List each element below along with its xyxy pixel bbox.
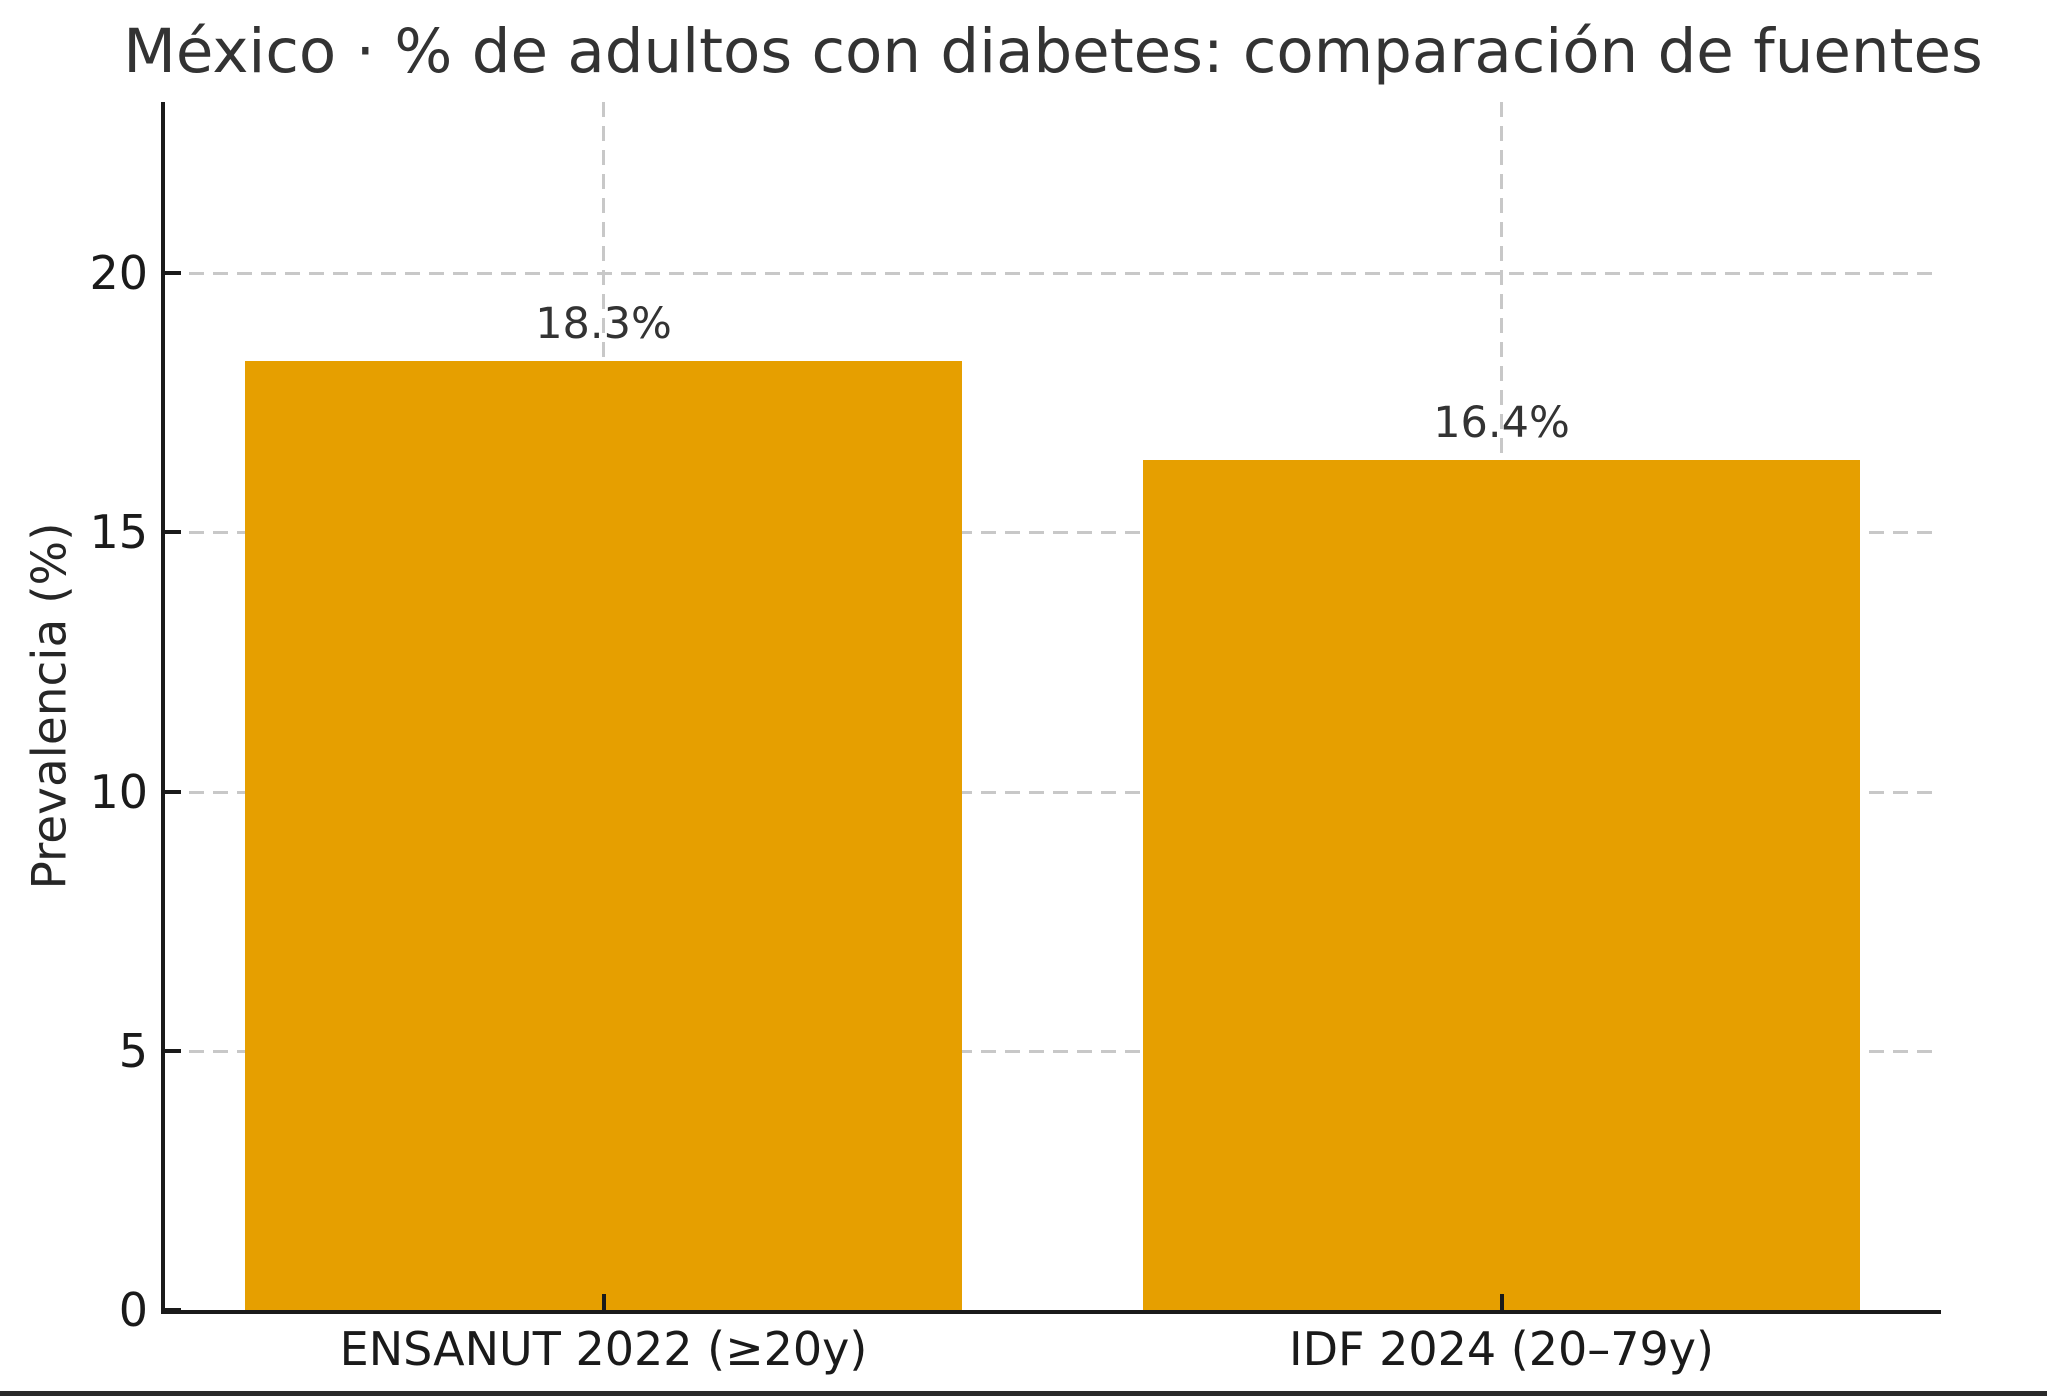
h-gridline-15: [165, 531, 1941, 535]
plot-area: [161, 102, 1941, 1314]
h-gridline-20: [165, 272, 1941, 275]
y-tick-label-15: 15: [89, 505, 148, 560]
x-tick-1: [1499, 1294, 1504, 1310]
bar-0: [245, 361, 962, 1310]
h-gridline-5: [165, 1049, 1941, 1053]
y-tick-20: [165, 271, 181, 275]
y-axis-spine: [161, 102, 165, 1314]
y-tick-label-5: 5: [118, 1023, 148, 1078]
x-tick-0: [601, 1294, 606, 1310]
x-tick-label-1: IDF 2024 (20–79y): [1289, 1322, 1714, 1376]
y-tick-0: [165, 1308, 181, 1312]
y-tick-label-10: 10: [89, 764, 148, 819]
y-tick-10: [165, 789, 181, 794]
y-tick-label-20: 20: [89, 246, 148, 300]
x-axis-spine: [161, 1310, 1941, 1314]
y-tick-15: [165, 530, 181, 535]
y-tick-label-0: 0: [118, 1283, 148, 1337]
bottom-separator-line: [0, 1391, 2047, 1396]
y-tick-5: [165, 1048, 181, 1053]
y-axis-label: Prevalencia (%): [22, 522, 78, 890]
bar-value-label-0: 18.3%: [535, 299, 672, 350]
chart-title: México · % de adultos con diabetes: comp…: [123, 16, 1983, 87]
bar-1: [1143, 459, 1860, 1310]
y-axis-label-area: Prevalencia (%): [20, 0, 80, 1399]
bar-value-label-1: 16.4%: [1433, 397, 1570, 448]
h-gridline-10: [165, 790, 1941, 794]
x-tick-label-0: ENSANUT 2022 (≥20y): [339, 1322, 868, 1376]
